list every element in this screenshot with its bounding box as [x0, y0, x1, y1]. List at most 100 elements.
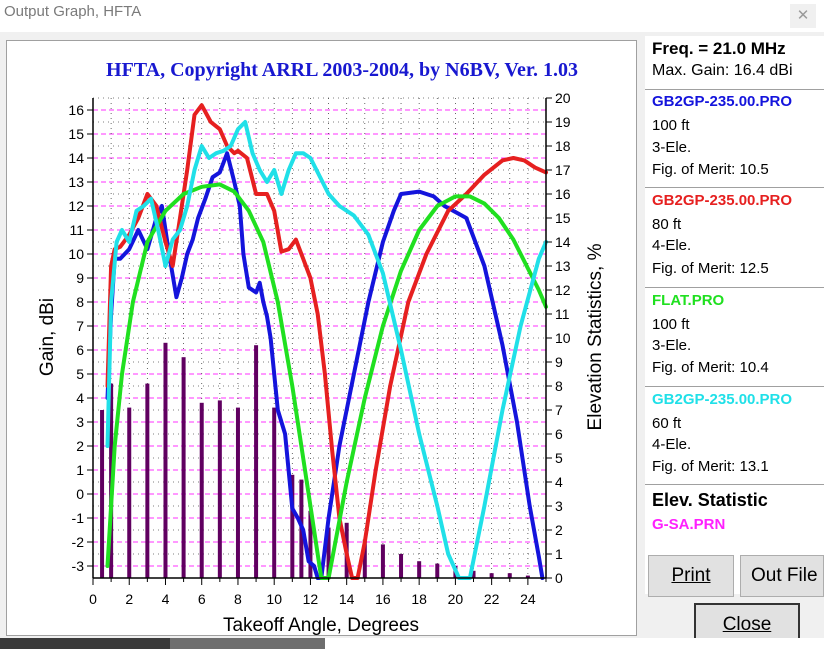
- y2-tick-label: 10: [555, 330, 571, 346]
- y2-tick-label: 4: [555, 474, 563, 490]
- legend-divider: [645, 287, 824, 288]
- plot-frame: -3 -2 -1 0 1 2 3 4 5 6 7 8 9 10 11 12 13 14 15 16 0 1 2 3 4 5 6 7 8 9…: [6, 40, 637, 636]
- legend-file-3: FLAT.PRO: [652, 292, 725, 309]
- legend-height-2: 80 ft: [652, 216, 682, 233]
- y2-tick-label: 20: [555, 90, 571, 106]
- legend-height-3: 100 ft: [652, 316, 690, 333]
- x-tick-label: 12: [303, 591, 319, 607]
- elevation-bar: [399, 554, 404, 578]
- x-tick-label: 20: [448, 591, 464, 607]
- x-tick-label: 0: [89, 591, 97, 607]
- y-tick-label: 15: [68, 126, 84, 142]
- x-tick-label: 22: [484, 591, 500, 607]
- elevation-bar: [308, 510, 313, 578]
- elevation-bar: [435, 563, 440, 578]
- y-tick-label: 1: [76, 462, 84, 478]
- elevation-bar: [127, 407, 132, 578]
- print-button[interactable]: Print: [648, 555, 734, 597]
- elevation-statistic-file: G-SA.PRN: [652, 516, 726, 533]
- close-button-label: Close: [722, 614, 772, 635]
- y2-tick-label: 6: [555, 426, 563, 442]
- y-tick-label: 8: [76, 294, 84, 310]
- y-tick-label: 5: [76, 366, 84, 382]
- x-tick-label: 8: [234, 591, 242, 607]
- taskbar-segment: [170, 638, 325, 649]
- elevation-bar: [199, 402, 204, 578]
- legend-file-2: GB2GP-235.00.PRO: [652, 192, 793, 209]
- y-tick-label: -2: [72, 534, 85, 550]
- elevation-bar: [163, 342, 168, 578]
- y2-tick-label: 13: [555, 258, 571, 274]
- elevation-bar: [290, 474, 295, 578]
- elevation-bar: [235, 407, 240, 578]
- legend-divider: [645, 89, 824, 90]
- elevation-bar: [254, 345, 259, 578]
- y-tick-label: 13: [68, 174, 84, 190]
- y-tick-label: 11: [69, 222, 84, 238]
- y-tick-label: 4: [76, 390, 84, 406]
- series-lines: [105, 103, 548, 580]
- x-tick-label: 10: [266, 591, 282, 607]
- print-button-label: Print: [671, 565, 711, 586]
- y2-tick-label: 12: [555, 282, 571, 298]
- max-gain-label: Max. Gain: 16.4 dBi: [652, 62, 793, 79]
- series-line-2: [105, 103, 548, 580]
- y2-tick-label: 3: [555, 498, 563, 514]
- taskbar-segment: [0, 638, 170, 649]
- y-tick-label: 6: [76, 342, 84, 358]
- y2-tick-label: 2: [555, 522, 563, 538]
- title-bar: Output Graph, HFTA ✕: [0, 0, 824, 32]
- legend-elements-2: 4-Ele.: [652, 237, 692, 254]
- chart-title: HFTA, Copyright ARRL 2003-2004, by N6BV,…: [106, 59, 578, 81]
- y2-tick-label: 14: [555, 234, 571, 250]
- elevation-bar: [489, 573, 494, 578]
- legend-file-1: GB2GP-235.00.PRO: [652, 93, 793, 110]
- elevation-bar: [380, 544, 385, 578]
- series-line-4: [105, 120, 548, 580]
- gain-elevation-chart: -3-2-10123456789101112131415160123456789…: [37, 59, 606, 635]
- y2-axis-label: Elevation Statistics, %: [585, 243, 606, 430]
- y-tick-label: 10: [68, 246, 84, 262]
- elevation-bar: [217, 400, 222, 578]
- x-tick-label: 2: [125, 591, 133, 607]
- out-file-button-label: Out File: [751, 565, 818, 586]
- elevation-bar: [326, 527, 331, 578]
- x-tick-label: 14: [339, 591, 355, 607]
- window-title: Output Graph, HFTA: [4, 3, 142, 20]
- legend-elements-3: 3-Ele.: [652, 337, 692, 354]
- legend-merit-4: Fig. of Merit: 13.1: [652, 458, 769, 475]
- elevation-statistic-title: Elev. Statistic: [652, 490, 768, 510]
- y2-tick-label: 9: [555, 354, 563, 370]
- elevation-bar: [417, 561, 422, 578]
- out-file-button[interactable]: Out File: [740, 555, 824, 597]
- legend-height-4: 60 ft: [652, 415, 682, 432]
- y-tick-label: 12: [68, 198, 84, 214]
- y2-tick-label: 15: [555, 210, 571, 226]
- elevation-bar: [362, 539, 367, 578]
- legend-merit-1: Fig. of Merit: 10.5: [652, 161, 769, 178]
- y-tick-label: 3: [76, 414, 84, 430]
- x-tick-label: 16: [375, 591, 391, 607]
- y-tick-label: -3: [72, 558, 85, 574]
- y2-tick-label: 19: [555, 114, 571, 130]
- y-tick-label: 2: [76, 438, 84, 454]
- y2-tick-label: 16: [555, 186, 571, 202]
- elevation-bar: [272, 407, 277, 578]
- frequency-label: Freq. = 21.0 MHz: [652, 39, 786, 58]
- y-tick-label: 9: [76, 270, 84, 286]
- y2-tick-label: 8: [555, 378, 563, 394]
- y-tick-label: -1: [72, 510, 85, 526]
- elevation-bar: [471, 570, 476, 578]
- legend-merit-3: Fig. of Merit: 10.4: [652, 359, 769, 376]
- x-tick-label: 18: [411, 591, 427, 607]
- elevation-bar: [145, 383, 150, 578]
- taskbar-strip: [0, 638, 824, 649]
- close-icon[interactable]: ✕: [790, 4, 816, 28]
- elevation-bar: [525, 575, 530, 578]
- elevation-bar: [100, 410, 105, 578]
- legend-divider: [645, 484, 824, 485]
- y2-tick-label: 7: [555, 402, 563, 418]
- legend-panel: Freq. = 21.0 MHz Max. Gain: 16.4 dBi GB2…: [645, 36, 824, 594]
- x-tick-label: 24: [520, 591, 536, 607]
- legend-file-4: GB2GP-235.00.PRO: [652, 391, 793, 408]
